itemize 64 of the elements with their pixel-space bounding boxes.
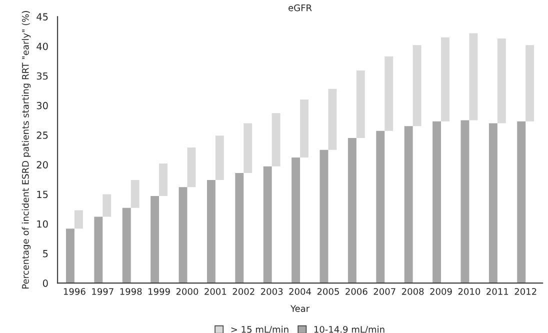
x-tick-label: 2002 (232, 288, 254, 295)
x-tick-label: 1996 (64, 288, 86, 295)
chart-title: eGFR (288, 4, 312, 12)
x-axis-title: Year (290, 305, 310, 312)
y-tick-label: 10 (37, 220, 48, 228)
bar (517, 121, 526, 284)
bar (215, 136, 224, 180)
y-tick-label: 25 (36, 132, 48, 139)
x-tick-label: 2008 (402, 288, 424, 295)
bar (488, 123, 498, 284)
y-axis-title: Percentage of incident ESRD patients starting RRT "early" (%) (22, 11, 31, 289)
y-tick-label: 40 (36, 42, 48, 50)
bar (150, 196, 160, 284)
bar (497, 38, 506, 124)
bar (384, 56, 394, 131)
x-tick-label: 2006 (346, 288, 368, 295)
bar (74, 210, 83, 229)
bar (94, 216, 103, 284)
y-tick-label: 20 (36, 161, 48, 168)
bar (178, 187, 188, 284)
x-tick-label: 2003 (261, 288, 283, 295)
x-tick-label: 2009 (430, 288, 452, 295)
bar (348, 138, 356, 284)
y-tick-label: 45 (36, 13, 48, 20)
bar (272, 113, 280, 166)
bar (122, 208, 131, 284)
x-tick-label: 2007 (374, 288, 396, 295)
y-tick-label: 15 (37, 190, 48, 198)
y-tick-label: 30 (36, 102, 48, 110)
bar (102, 194, 112, 217)
x-tick-label: 2004 (289, 288, 312, 295)
bar (432, 121, 442, 284)
bar (159, 163, 168, 196)
bar (404, 126, 413, 284)
x-tick-label: 2001 (204, 288, 226, 295)
x-tick-label: 2010 (458, 288, 480, 295)
bar (356, 70, 365, 138)
y-tick-label: 0 (42, 280, 48, 287)
bar (460, 120, 470, 284)
bar (206, 180, 216, 284)
bar (235, 172, 244, 284)
x-tick-label: 2000 (176, 288, 198, 295)
bar (412, 45, 422, 126)
bar (320, 150, 328, 284)
bar (244, 123, 252, 173)
bar (328, 88, 337, 150)
y-tick-label: 5 (43, 250, 48, 258)
x-tick-label: 1998 (120, 288, 142, 295)
bar (300, 100, 308, 158)
x-tick-label: 1999 (148, 288, 170, 295)
x-tick-label: 1997 (92, 288, 114, 295)
bar (130, 180, 140, 208)
bar (263, 166, 272, 284)
bar (292, 158, 300, 284)
bar (526, 45, 534, 122)
x-tick-label: 2012 (514, 288, 536, 295)
y-tick-label: 35 (36, 72, 48, 80)
bar (441, 37, 450, 122)
bar (469, 33, 478, 120)
bar (66, 228, 74, 284)
bar (376, 130, 385, 284)
bar (187, 147, 196, 188)
x-tick-label: 2011 (486, 288, 508, 295)
x-tick-label: 2005 (317, 288, 339, 295)
